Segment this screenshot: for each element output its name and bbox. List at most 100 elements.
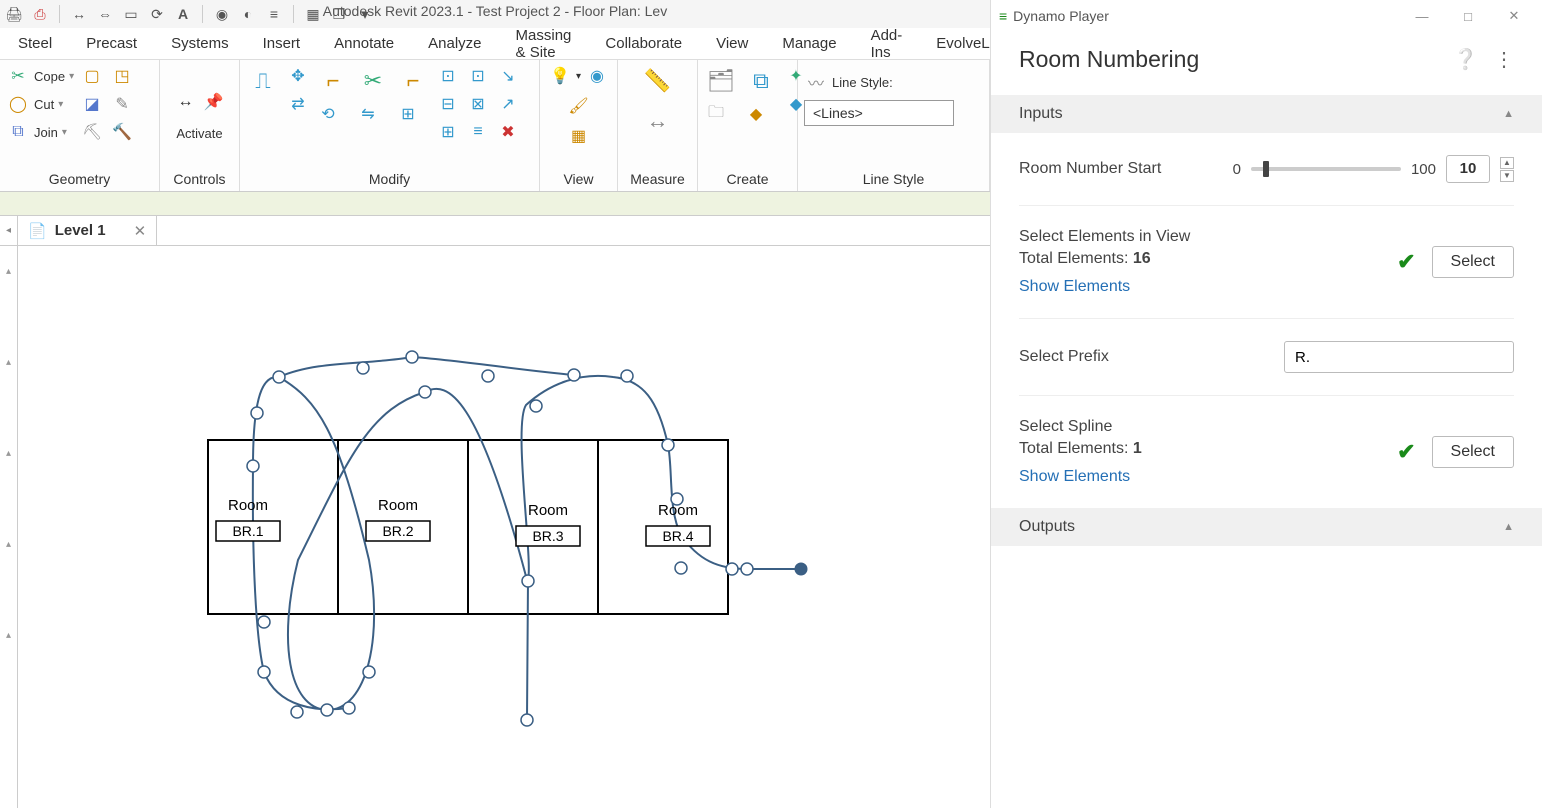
orbit-icon[interactable]: ◐ xyxy=(238,4,258,24)
tab-systems[interactable]: Systems xyxy=(155,29,245,58)
select-view-button[interactable]: Select xyxy=(1432,246,1514,278)
mod-c2[interactable]: ↗ xyxy=(496,92,520,116)
wall-icon[interactable]: ▭ xyxy=(121,4,141,24)
pdf-icon[interactable]: ⎙ xyxy=(30,4,50,24)
tab-annotate[interactable]: Annotate xyxy=(318,29,410,58)
create-ico-2[interactable]: 🗀 xyxy=(704,102,728,126)
tab-collaborate[interactable]: Collaborate xyxy=(589,29,698,58)
svg-text:BR.3: BR.3 xyxy=(532,528,563,544)
help-icon[interactable]: ❔ xyxy=(1453,47,1478,72)
delete-icon[interactable]: ✖ xyxy=(496,120,520,144)
mod-a3[interactable]: ⊞ xyxy=(436,120,460,144)
mod-b1[interactable]: ⊡ xyxy=(466,64,490,88)
qat-dropdown-icon[interactable]: ▾ xyxy=(355,4,375,24)
show-elements-view-link[interactable]: Show Elements xyxy=(1019,278,1130,296)
outputs-section-header[interactable]: Outputs ▲ xyxy=(991,508,1542,546)
tab-insert[interactable]: Insert xyxy=(247,29,317,58)
activate-button[interactable]: Activate xyxy=(176,126,222,141)
create-ico-1[interactable]: 🗂 xyxy=(704,64,738,98)
rotate-icon[interactable]: ⟲ xyxy=(316,102,340,126)
mod-a1[interactable]: ⊡ xyxy=(436,64,460,88)
close-tab-button[interactable]: ✕ xyxy=(134,222,147,240)
more-menu-icon[interactable]: ⋮ xyxy=(1494,47,1514,72)
stepper-up[interactable]: ▲ xyxy=(1500,157,1514,169)
cope-button[interactable]: ✂Cope▾ xyxy=(6,64,74,88)
mod-c1[interactable]: ↘ xyxy=(496,64,520,88)
group-icon[interactable]: ⧉ xyxy=(744,64,778,98)
move-icon[interactable]: ✥ xyxy=(286,64,310,88)
outputs-label: Outputs xyxy=(1019,518,1075,536)
ctrl-ico-1[interactable]: ↔ xyxy=(174,90,198,114)
section-icon[interactable]: ▦ xyxy=(303,4,323,24)
tab-manage[interactable]: Manage xyxy=(766,29,852,58)
geom-ico-6[interactable]: 🔨 xyxy=(110,120,134,144)
view-tab-scroll-left[interactable]: ◂ xyxy=(0,216,18,245)
geom-ico-1[interactable]: ▢ xyxy=(80,64,104,88)
pin-icon[interactable]: 📌 xyxy=(202,90,226,114)
group-label-view: View xyxy=(546,167,611,191)
dim-linear-icon[interactable]: ⇔ xyxy=(95,4,115,24)
tab-view[interactable]: View xyxy=(700,29,764,58)
corner-icon[interactable]: ⌐ xyxy=(396,64,430,98)
cube-icon[interactable]: ◉ xyxy=(212,4,232,24)
print-icon[interactable]: 🖨 xyxy=(4,4,24,24)
input-prefix: Select Prefix xyxy=(1019,319,1514,396)
align-icon[interactable]: ⎍ xyxy=(246,64,280,98)
tab-analyze[interactable]: Analyze xyxy=(412,29,497,58)
ribbon-group-modify: ⎍ ✥ ⇄ ⌐ ⟲ ✂ ⇋ ⌐ ⊞ ⊡ ⊟ ⊞ ⊡ xyxy=(240,60,540,191)
stepper-down[interactable]: ▼ xyxy=(1500,170,1514,182)
maximize-button[interactable]: □ xyxy=(1448,9,1488,24)
array-icon[interactable]: ⊞ xyxy=(396,102,420,126)
group-label-linestyle: Line Style xyxy=(804,167,983,191)
dimension-icon[interactable]: ↔ xyxy=(641,104,675,138)
join-button[interactable]: ⧉Join▾ xyxy=(6,120,74,144)
geom-ico-4[interactable]: ◳ xyxy=(110,64,134,88)
geom-ico-2[interactable]: ◪ xyxy=(80,92,104,116)
ribbon-group-linestyle: 〰 Line Style: <Lines> Line Style xyxy=(798,60,990,191)
sheet-icon[interactable]: ❐ xyxy=(329,4,349,24)
paint-icon[interactable]: 🖌 xyxy=(567,94,591,118)
select-spline-button[interactable]: Select xyxy=(1432,436,1514,468)
split-icon[interactable]: ✂ xyxy=(356,64,390,98)
drawing-canvas[interactable]: RoomBR.1RoomBR.2RoomBR.3RoomBR.4 xyxy=(18,246,990,808)
filter-icon[interactable]: ≡ xyxy=(264,4,284,24)
dim-aligned-icon[interactable]: ↔ xyxy=(69,4,89,24)
room-start-slider[interactable] xyxy=(1251,167,1401,171)
close-window-button[interactable]: ✕ xyxy=(1494,8,1534,24)
ribbon-group-create: 🗂 🗀 ⧉ ◆ ✦ ◆ Create xyxy=(698,60,798,191)
dynamo-window-title: Dynamo Player xyxy=(1013,8,1109,24)
rotate-icon[interactable]: ⟳ xyxy=(147,4,167,24)
tab-steel[interactable]: Steel xyxy=(2,29,68,58)
cut-button[interactable]: ◯Cut▾ xyxy=(6,92,74,116)
tab-precast[interactable]: Precast xyxy=(70,29,153,58)
select-spline-total-label: Total Elements: xyxy=(1019,440,1133,457)
offset-icon[interactable]: ⇄ xyxy=(286,92,310,116)
mod-b2[interactable]: ⊠ xyxy=(466,92,490,116)
room-start-value[interactable]: 10 xyxy=(1446,155,1490,183)
slider-thumb[interactable] xyxy=(1263,161,1269,177)
view-ico-2[interactable]: ◉ xyxy=(585,64,609,88)
geom-ico-3[interactable]: ⛏ xyxy=(80,120,104,144)
prefix-label: Select Prefix xyxy=(1019,348,1109,366)
linestyle-dropdown[interactable]: <Lines> xyxy=(804,100,954,126)
text-icon[interactable]: A xyxy=(173,4,193,24)
linestyle-icon: 〰 xyxy=(804,70,828,94)
view-tab-level1[interactable]: 📄 Level 1 ✕ xyxy=(18,216,157,245)
inputs-section-header[interactable]: Inputs ▲ xyxy=(991,95,1542,133)
show-elements-spline-link[interactable]: Show Elements xyxy=(1019,468,1130,486)
create-ico-4[interactable]: ◆ xyxy=(744,102,768,126)
collapse-inputs-icon: ▲ xyxy=(1503,108,1514,120)
select-spline-total: 1 xyxy=(1133,440,1142,457)
bulb-icon[interactable]: 💡 xyxy=(548,64,572,88)
input-select-spline: Select Spline Total Elements: 1 Show Ele… xyxy=(1019,396,1514,508)
view-ico-4[interactable]: ▦ xyxy=(567,124,591,148)
prefix-input[interactable] xyxy=(1284,341,1514,373)
mod-a2[interactable]: ⊟ xyxy=(436,92,460,116)
geom-ico-5[interactable]: ✎ xyxy=(110,92,134,116)
minimize-button[interactable]: — xyxy=(1402,9,1442,24)
measure-icon[interactable]: 📏 xyxy=(641,64,675,98)
ribbon-group-controls: ↔📌 Activate Controls xyxy=(160,60,240,191)
trim-icon[interactable]: ⌐ xyxy=(316,64,350,98)
mirror-icon[interactable]: ⇋ xyxy=(356,102,380,126)
mod-b3[interactable]: ≡ xyxy=(466,120,490,144)
